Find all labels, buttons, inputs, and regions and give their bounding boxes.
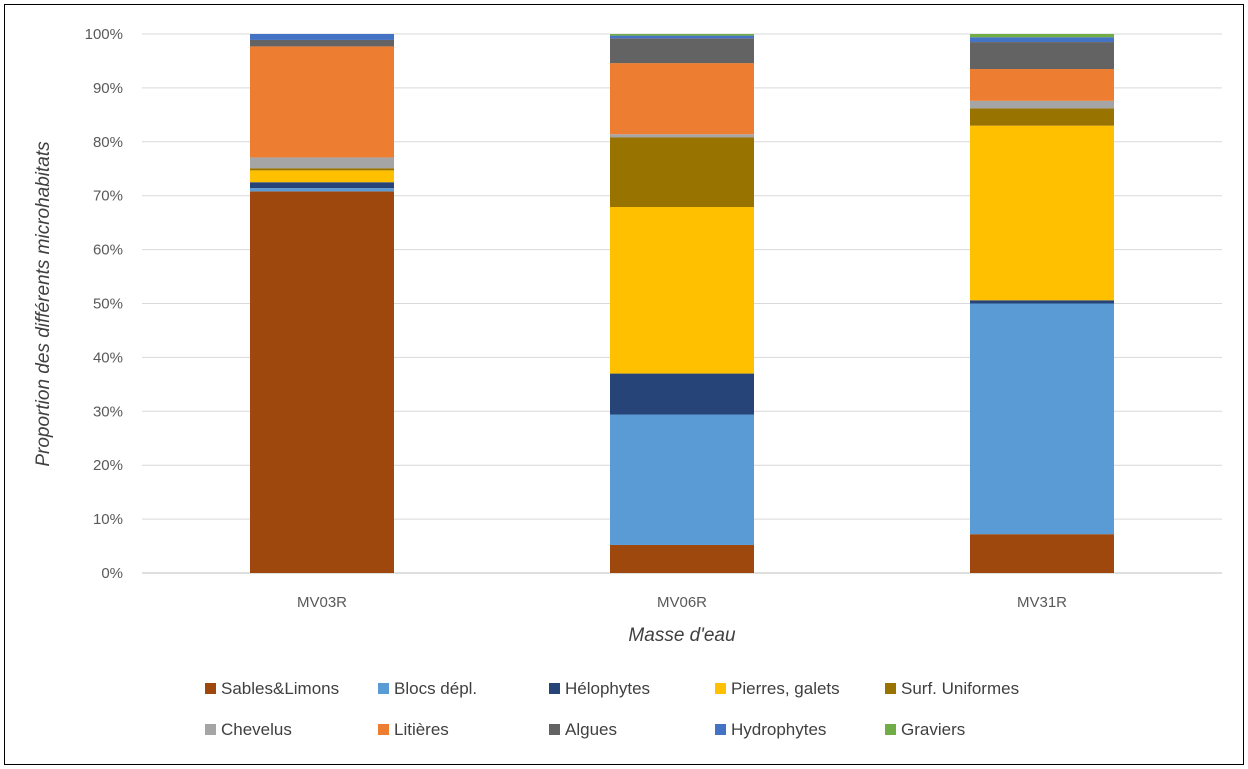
bar-segment	[610, 373, 754, 415]
legend-swatch	[549, 724, 560, 735]
bar-segment	[250, 46, 394, 158]
bar-segment	[610, 63, 754, 135]
bar-segment	[250, 157, 394, 169]
x-tick-labels: MV03R MV06R MV31R	[297, 594, 1067, 611]
bar-segment	[250, 170, 394, 183]
legend-label: Sables&Limons	[221, 679, 339, 698]
x-axis-title: Masse d'eau	[628, 625, 736, 646]
bar-segment	[970, 34, 1114, 38]
y-tick-label: 50%	[93, 296, 123, 313]
legend-label: Litières	[394, 720, 449, 739]
bar-segment	[250, 34, 394, 40]
chart-frame: 0% 10% 20% 30% 40% 50% 60% 70% 80% 90% 100% MV03R M…	[4, 4, 1244, 765]
bar-segment	[970, 125, 1114, 301]
y-tick-label: 10%	[93, 511, 123, 528]
bars	[250, 34, 1114, 573]
legend-swatch	[715, 683, 726, 694]
legend-swatch	[378, 724, 389, 735]
bar-segment	[250, 191, 394, 573]
bar-segment	[970, 37, 1114, 43]
bar-segment	[610, 34, 754, 36]
bar-segment	[970, 42, 1114, 70]
y-tick-label: 20%	[93, 457, 123, 474]
y-tick-labels: 0% 10% 20% 30% 40% 50% 60% 70% 80% 90% 100%	[85, 26, 123, 582]
legend-label: Surf. Uniformes	[901, 679, 1019, 698]
legend-swatch	[885, 724, 896, 735]
legend-label: Pierres, galets	[731, 679, 840, 698]
y-tick-label: 0%	[101, 565, 123, 582]
y-tick-label: 90%	[93, 80, 123, 97]
y-tick-label: 30%	[93, 403, 123, 420]
bar-segment	[970, 100, 1114, 109]
bar-segment	[970, 69, 1114, 101]
y-axis-title: Proportion des différents microhabitats	[33, 141, 54, 467]
y-tick-label: 60%	[93, 242, 123, 259]
legend-swatch	[885, 683, 896, 694]
bar-segment	[610, 134, 754, 138]
legend-swatch	[205, 683, 216, 694]
legend-swatch	[715, 724, 726, 735]
legend: Sables&Limons Blocs dépl. Hélophytes Pierre…	[205, 679, 1019, 739]
bar-segment	[610, 544, 754, 573]
legend-swatch	[205, 724, 216, 735]
bar-segment	[250, 168, 394, 171]
bar-segment	[970, 303, 1114, 535]
bar-segment	[970, 300, 1114, 304]
legend-label: Blocs dépl.	[394, 679, 477, 698]
bar-segment	[250, 182, 394, 189]
bar-segment	[250, 39, 394, 47]
bar-segment	[610, 35, 754, 39]
bar-segment	[610, 137, 754, 208]
x-tick-label: MV31R	[1017, 594, 1067, 611]
bar-segment	[610, 414, 754, 545]
legend-label: Hélophytes	[565, 679, 650, 698]
x-tick-label: MV03R	[297, 594, 347, 611]
y-tick-label: 80%	[93, 134, 123, 151]
bar-segment	[610, 38, 754, 64]
bar-segment	[970, 534, 1114, 573]
x-tick-label: MV06R	[657, 594, 707, 611]
y-tick-label: 70%	[93, 188, 123, 205]
y-tick-label: 100%	[85, 26, 123, 43]
y-tick-label: 40%	[93, 349, 123, 366]
bar-segment	[610, 207, 754, 374]
legend-label: Graviers	[901, 720, 965, 739]
legend-label: Algues	[565, 720, 617, 739]
legend-label: Hydrophytes	[731, 720, 826, 739]
bar-segment	[250, 188, 394, 192]
legend-swatch	[378, 683, 389, 694]
legend-label: Chevelus	[221, 720, 292, 739]
stacked-bar-chart: 0%10%20%30%40%50%60%70%80%90%100% MV03R M…	[33, 26, 1222, 739]
bar-segment	[970, 108, 1114, 126]
legend-swatch	[549, 683, 560, 694]
